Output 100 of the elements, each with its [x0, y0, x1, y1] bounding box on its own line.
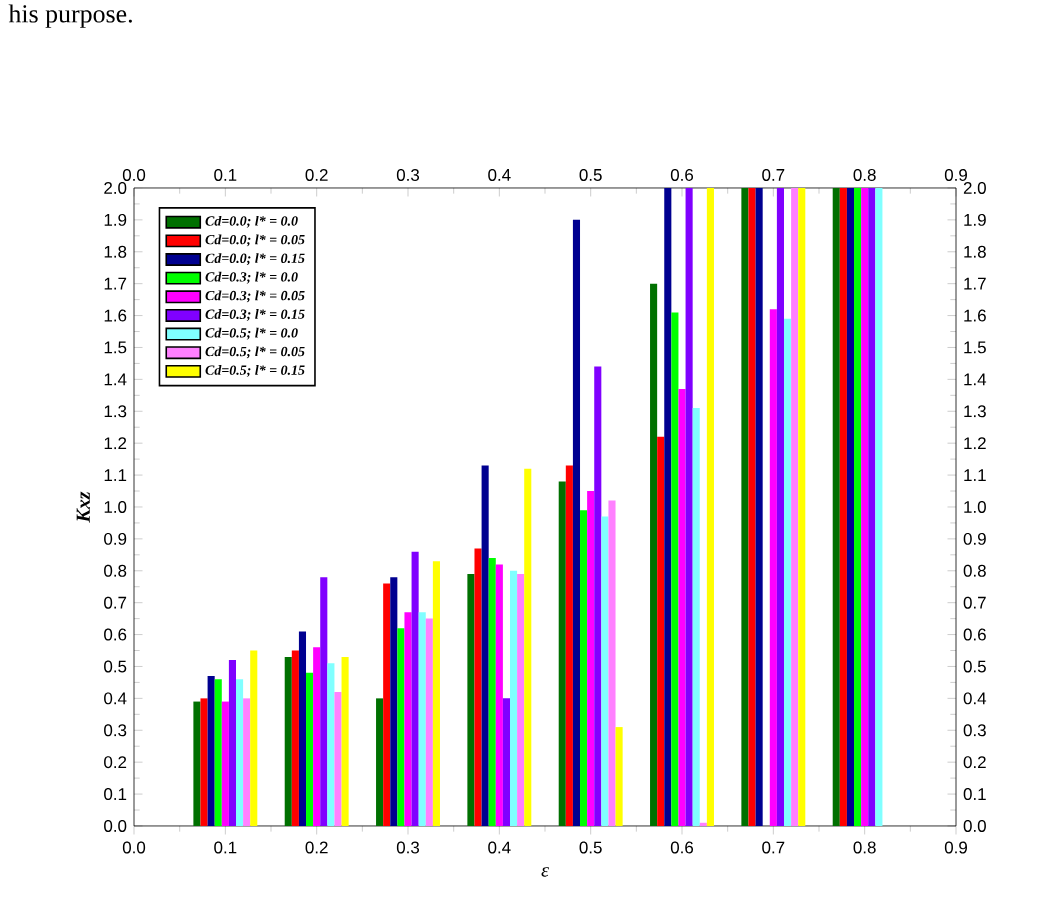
- y-tick-label: 1.8: [104, 245, 127, 258]
- y2-tick-label: 0.3: [963, 724, 986, 737]
- bar: [327, 663, 335, 826]
- y-tick-label: 1.9: [104, 213, 127, 226]
- bar: [510, 570, 518, 826]
- y-tick-label: 0.5: [104, 660, 127, 673]
- y-tick-label: 1.0: [104, 500, 127, 513]
- y-tick-label: 0.3: [104, 724, 127, 737]
- bar: [320, 577, 328, 826]
- x-tick-label: 0.9: [944, 168, 967, 181]
- x-tick-label: 0.3: [396, 168, 420, 181]
- bar: [868, 187, 876, 826]
- y-axis-title: Kxz: [76, 491, 90, 523]
- bar: [798, 187, 806, 826]
- x2-tick-label: 0.8: [853, 841, 876, 854]
- bar: [236, 679, 244, 826]
- x2-tick-label: 0.2: [305, 841, 328, 854]
- bar: [474, 548, 482, 826]
- x-tick-label: 0.4: [488, 168, 511, 181]
- bar: [200, 698, 208, 826]
- x-tick-label: 0.2: [305, 168, 328, 181]
- y2-tick-label: 1.6: [964, 309, 986, 322]
- bar: [243, 698, 251, 826]
- x2-tick-label: 0.3: [396, 841, 420, 854]
- x-tick-label: 0.7: [762, 168, 785, 181]
- x-tick-label: 0.0: [122, 168, 146, 181]
- bar: [383, 583, 391, 826]
- bar: [313, 647, 321, 826]
- bar: [334, 691, 342, 826]
- bar: [671, 312, 679, 826]
- x-tick-label: 0.6: [670, 168, 694, 181]
- bar: [467, 573, 475, 826]
- bar: [397, 628, 405, 826]
- y2-tick-label: 0.5: [963, 660, 986, 673]
- bar: [376, 698, 384, 826]
- bar: [769, 309, 777, 826]
- bar: [678, 388, 686, 826]
- bar: [861, 187, 869, 826]
- bar: [846, 187, 855, 826]
- bar: [776, 187, 784, 826]
- bar: [650, 283, 658, 826]
- bar: [214, 679, 222, 826]
- y2-tick-label: 1.3: [964, 405, 986, 418]
- y2-tick-label: 0.7: [963, 596, 986, 609]
- bar: [488, 558, 496, 826]
- bar: [875, 187, 883, 826]
- y-tick-label: 0.4: [104, 692, 127, 705]
- y2-tick-label: 0.1: [963, 788, 986, 801]
- x-axis-title: ε: [541, 867, 549, 877]
- bar: [517, 573, 525, 826]
- bar: [558, 481, 566, 826]
- y2-tick-label: 1.2: [964, 437, 986, 450]
- bar: [291, 650, 299, 826]
- bar: [832, 187, 840, 826]
- bar: [692, 408, 700, 826]
- bar: [502, 698, 510, 826]
- bar: [748, 187, 756, 826]
- x2-tick-label: 0.0: [122, 841, 146, 854]
- x2-tick-label: 0.4: [488, 841, 511, 854]
- x2-tick-label: 0.9: [944, 841, 967, 854]
- bar: [608, 500, 616, 826]
- y-tick-label: 2.0: [104, 181, 127, 194]
- y2-tick-label: 1.7: [964, 277, 986, 290]
- bar: [404, 612, 412, 826]
- bar: [784, 318, 792, 826]
- bar: [565, 465, 573, 826]
- y2-tick-label: 1.8: [964, 245, 986, 258]
- bar: [741, 187, 749, 826]
- y-tick-label: 0.6: [104, 628, 127, 641]
- bar: [594, 366, 602, 826]
- bar: [221, 701, 229, 826]
- x2-tick-label: 0.5: [579, 841, 602, 854]
- bar: [706, 187, 714, 826]
- y-tick-label: 0.0: [104, 819, 127, 832]
- bar: [432, 561, 440, 826]
- y-tick-label: 0.2: [104, 756, 127, 769]
- bar: [411, 551, 419, 826]
- bar: [664, 187, 672, 826]
- x-tick-label: 0.1: [214, 168, 237, 181]
- bar: [193, 701, 201, 826]
- bar: [580, 510, 588, 826]
- bar: [524, 468, 532, 826]
- y2-tick-label: 1.9: [964, 213, 986, 226]
- y2-tick-label: 1.4: [964, 373, 987, 386]
- y-tick-label: 1.2: [104, 437, 127, 450]
- bar: [495, 564, 503, 826]
- bar: [572, 219, 581, 826]
- y2-tick-label: 1.1: [964, 469, 986, 481]
- bar: [228, 660, 237, 826]
- y-tick-label: 1.7: [104, 277, 127, 290]
- text: his purpose.: [8, 4, 132, 28]
- bar: [601, 516, 609, 826]
- y-tick-label: 1.5: [104, 341, 127, 354]
- y2-tick-label: 0.4: [963, 692, 987, 705]
- x2-tick-label: 0.6: [670, 841, 694, 854]
- y2-tick-label: 0.6: [963, 628, 986, 641]
- y2-tick-label: 0.8: [963, 564, 986, 577]
- bar: [791, 187, 799, 826]
- bar: [685, 187, 693, 826]
- bar: [306, 672, 314, 826]
